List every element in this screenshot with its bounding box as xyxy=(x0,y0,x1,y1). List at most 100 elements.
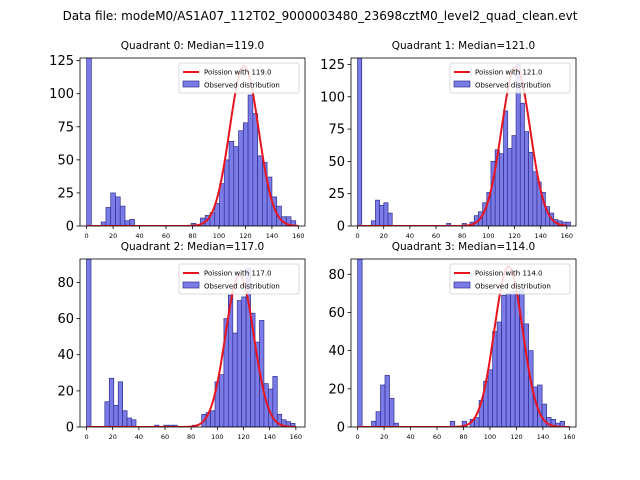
histogram-bar xyxy=(375,199,380,226)
histogram-bar xyxy=(496,321,502,427)
y-tick-label: 20 xyxy=(328,382,345,397)
panel-title: Quadrant 2: Median=117.0 xyxy=(121,241,264,253)
y-tick-label: 40 xyxy=(328,344,345,359)
poisson-curve xyxy=(86,274,296,427)
histogram-bar xyxy=(514,291,520,427)
histogram-bar xyxy=(241,296,247,427)
y-tick-label: 50 xyxy=(57,153,74,168)
plot-area xyxy=(357,259,570,427)
panel-title: Quadrant 3: Median=114.0 xyxy=(392,241,535,253)
histogram-bar xyxy=(86,259,92,427)
histogram-bar xyxy=(219,183,225,226)
quadrant-1-chart: 0 20 40 60 80 100 120 140 160 0 25 50 75 100 125 Quadra… xyxy=(320,40,577,240)
histogram-bar xyxy=(108,377,115,427)
figure-suptitle: Data file: modeM0/AS1A07_112T02_90000034… xyxy=(63,9,578,23)
histogram-bar xyxy=(357,58,363,226)
histogram-bar xyxy=(232,332,238,427)
x-tick-label: 140 xyxy=(537,433,549,441)
y-tick-label: 25 xyxy=(328,187,345,202)
x-tick-label: 120 xyxy=(239,232,251,240)
histogram-bar xyxy=(236,300,243,427)
histogram-bar xyxy=(110,192,116,226)
histogram-bar xyxy=(524,131,530,226)
x-tick-label: 60 xyxy=(162,232,170,240)
y-tick-label: 50 xyxy=(328,155,345,170)
y-tick-label: 75 xyxy=(57,120,74,135)
axes-frame xyxy=(79,258,306,428)
histogram-bar xyxy=(384,375,390,427)
x-tick-label: 160 xyxy=(561,232,573,240)
histogram-bar xyxy=(122,410,128,427)
histogram-bar xyxy=(383,202,389,226)
legend-box xyxy=(178,62,300,94)
legend: Poission with 114.0 Observed distribution xyxy=(449,263,571,295)
y-tick-label: 25 xyxy=(57,186,74,201)
histogram-bar xyxy=(387,212,393,226)
legend: Poission with 119.0 Observed distribution xyxy=(178,62,300,94)
histogram-bar xyxy=(507,148,513,226)
histogram-bar xyxy=(119,205,126,226)
histogram-bar xyxy=(565,221,571,226)
legend-box xyxy=(449,263,571,295)
x-tick-label: 40 xyxy=(406,232,414,240)
y-tick-label: 0 xyxy=(337,421,345,436)
x-tick-label: 160 xyxy=(563,433,575,441)
legend-bar-label: Observed distribution xyxy=(475,82,551,90)
histogram-bar xyxy=(498,153,504,226)
quadrant-3-chart: 0 20 40 60 80 100 120 140 160 0 20 40 60 80 Quadrant 3… xyxy=(328,241,577,441)
x-tick-label: 140 xyxy=(534,232,546,240)
x-tick-label: 60 xyxy=(433,433,441,441)
x-tick-label: 20 xyxy=(380,232,388,240)
x-tick-label: 80 xyxy=(188,232,196,240)
x-tick-label: 160 xyxy=(292,232,304,240)
histogram-bar xyxy=(233,146,239,226)
x-tick-label: 0 xyxy=(85,232,89,240)
histogram-bar xyxy=(528,151,534,226)
histogram-bar xyxy=(223,159,230,226)
y-tick-label: 100 xyxy=(49,87,74,102)
y-tick-label: 0 xyxy=(66,220,74,235)
histogram-bar xyxy=(238,130,244,226)
x-tick-label: 0 xyxy=(355,232,359,240)
histogram-bar xyxy=(86,58,92,226)
histogram-bar xyxy=(379,204,385,226)
histogram-bar xyxy=(511,135,517,226)
histogram-bar xyxy=(257,155,263,226)
histogram-bar xyxy=(537,384,543,427)
x-tick-label: 20 xyxy=(109,232,117,240)
axes-frame xyxy=(350,57,577,227)
histogram-bar xyxy=(115,196,121,226)
poisson-curve xyxy=(357,265,570,427)
x-tick-label: 160 xyxy=(290,433,302,441)
histogram-bar xyxy=(242,122,249,226)
legend-curve-label: Poission with 114.0 xyxy=(475,270,543,278)
histogram-bar xyxy=(105,207,112,226)
histogram-bar xyxy=(505,293,511,427)
x-tick-label: 100 xyxy=(211,433,223,441)
histogram-bar xyxy=(492,331,498,427)
y-tick-label: 20 xyxy=(57,384,74,399)
y-tick-label: 100 xyxy=(320,90,345,105)
legend-box xyxy=(449,62,571,94)
histogram-bar xyxy=(510,291,516,427)
x-tick-label: 40 xyxy=(135,433,143,441)
histogram-bar xyxy=(214,203,220,226)
x-tick-label: 80 xyxy=(458,232,466,240)
y-tick-label: 125 xyxy=(49,54,74,69)
histogram-bar xyxy=(210,410,216,427)
histogram-bar xyxy=(501,294,507,427)
histogram-bar xyxy=(474,417,480,427)
legend-box xyxy=(178,263,300,295)
x-tick-label: 40 xyxy=(406,433,414,441)
histogram-bar xyxy=(252,113,258,226)
x-tick-label: 60 xyxy=(161,433,169,441)
y-tick-label: 60 xyxy=(328,306,345,321)
x-tick-label: 120 xyxy=(510,433,522,441)
histogram-bar xyxy=(117,381,123,427)
y-tick-label: 75 xyxy=(328,123,345,138)
legend-bar-label: Observed distribution xyxy=(204,283,280,291)
x-tick-label: 100 xyxy=(484,433,496,441)
x-tick-label: 120 xyxy=(237,433,249,441)
x-tick-label: 100 xyxy=(482,232,494,240)
